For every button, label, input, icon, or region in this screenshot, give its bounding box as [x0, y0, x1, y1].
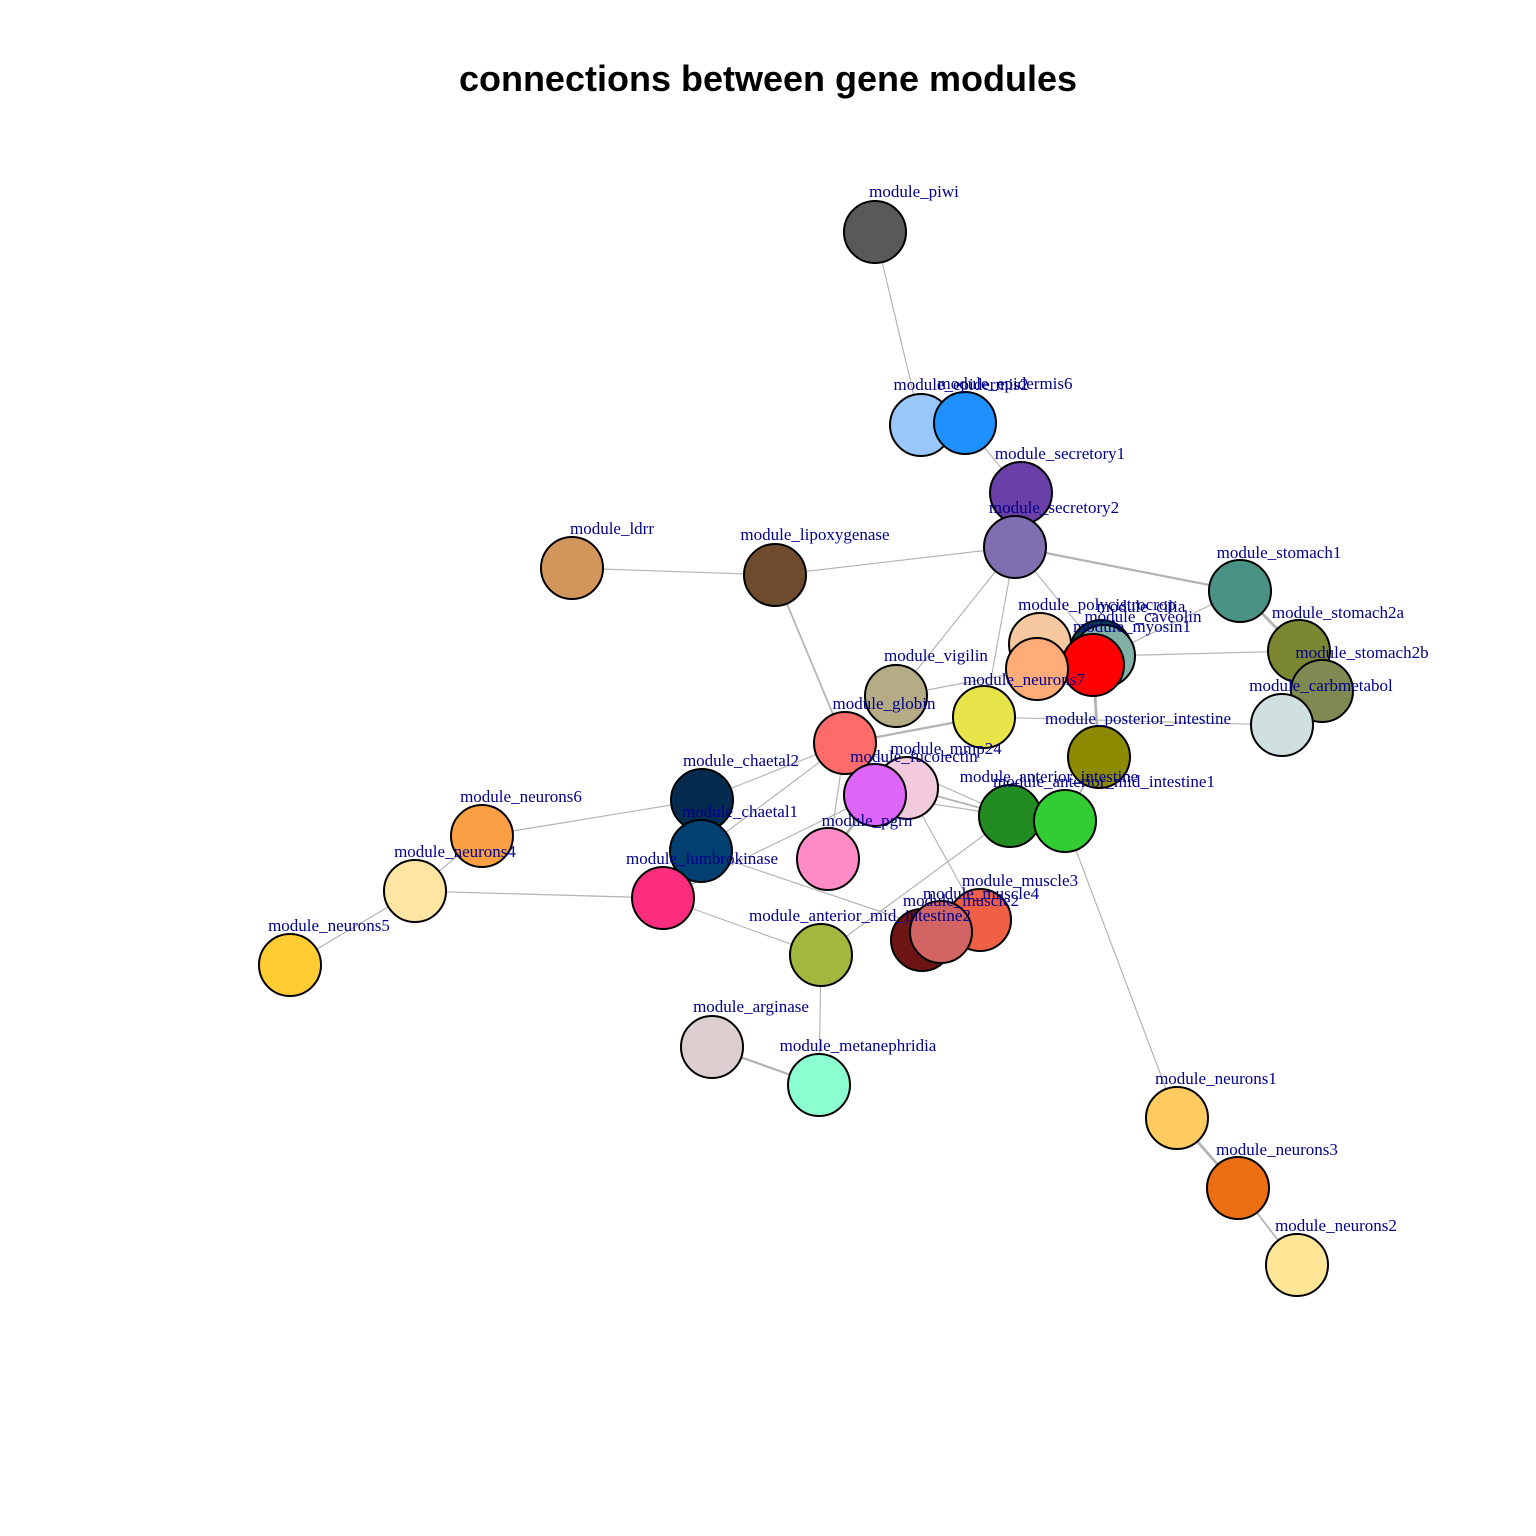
node-fucolectin[interactable]	[843, 763, 907, 827]
node-label-muscle3: module_muscle3	[962, 871, 1078, 890]
node-label-secretory2: module_secretory2	[989, 498, 1119, 517]
node-neurons5[interactable]	[258, 933, 322, 997]
node-neurons1[interactable]	[1145, 1086, 1209, 1150]
nodes-layer	[258, 200, 1354, 1297]
node-label-neurons4: module_neurons4	[394, 842, 516, 861]
node-label-stomach2a: module_stomach2a	[1272, 603, 1405, 622]
node-label-secretory1: module_secretory1	[995, 444, 1125, 463]
node-label-posterior-intestine: module_posterior_intestine	[1045, 709, 1231, 728]
node-label-caveolin: module_caveolin	[1084, 607, 1202, 626]
node-label-myosin1: module_myosin1	[1073, 617, 1191, 636]
node-label-mmp24: module_mmp24	[890, 739, 1002, 758]
node-label-lumbrokinase: module_lumbrokinase	[626, 849, 778, 868]
node-label-lipoxygenase: module_lipoxygenase	[740, 525, 889, 544]
node-label-stomach1: module_stomach1	[1217, 543, 1342, 562]
edge-neurons6-chaetal2	[481, 799, 703, 837]
node-label-ldrr: module_ldrr	[570, 519, 654, 538]
edge-anterior_mid_intestine1-neurons1	[1064, 820, 1178, 1119]
node-label-cilia: module_cilia	[1097, 597, 1186, 616]
node-label-neurons5: module_neurons5	[268, 916, 390, 935]
edge-posterior_intestine-carbmetabol	[983, 716, 1283, 726]
node-label-arginase: module_arginase	[693, 997, 809, 1016]
node-label-piwi: module_piwi	[869, 182, 959, 201]
node-label-neurons3: module_neurons3	[1216, 1140, 1338, 1159]
node-label-polycistrocrop: module_polycistrocrop	[1018, 595, 1176, 614]
node-label-neurons1: module_neurons1	[1155, 1069, 1277, 1088]
node-label-globin: module_globin	[833, 694, 936, 713]
node-anterior-intestine[interactable]	[978, 784, 1042, 848]
node-neurons2[interactable]	[1265, 1233, 1329, 1297]
node-arginase[interactable]	[680, 1015, 744, 1079]
node-neurons3[interactable]	[1206, 1156, 1270, 1220]
node-metanephridia[interactable]	[787, 1053, 851, 1117]
node-neurons6[interactable]	[450, 804, 514, 868]
node-label-neurons2: module_neurons2	[1275, 1216, 1397, 1235]
node-lumbrokinase[interactable]	[631, 866, 695, 930]
node-carbmetabol[interactable]	[1250, 693, 1314, 757]
edge-caveolin-stomach2a	[1103, 650, 1300, 657]
node-label-epidermis2: module_epidermis2	[893, 375, 1028, 394]
node-posterior-intestine[interactable]	[952, 685, 1016, 749]
node-epidermis6[interactable]	[933, 391, 997, 455]
node-lipoxygenase[interactable]	[743, 543, 807, 607]
edge-secretory2-stomach1	[1014, 545, 1241, 593]
node-label-neurons7: module_neurons7	[963, 670, 1085, 689]
node-muscle2[interactable]	[909, 900, 973, 964]
edge-lipoxygenase-secretory2	[774, 546, 1016, 576]
node-label-anterior-mid-intestine2: module_anterior_mid_intestine2	[749, 906, 971, 925]
edge-anterior_intestine-anterior_mid_intestine2	[820, 815, 1011, 956]
node-anterior-mid-intestine1[interactable]	[1033, 789, 1097, 853]
node-stomach1[interactable]	[1208, 559, 1272, 623]
node-label-muscle4: module_muscle4	[923, 884, 1040, 903]
edge-neurons4-lumbrokinase	[414, 890, 664, 899]
node-label-vigilin: module_vigilin	[884, 646, 988, 665]
node-label-anterior-intestine: module_anterior_intestine	[960, 767, 1138, 786]
labels-layer: module_piwi module_epidermis2module_epide…	[268, 182, 1428, 1235]
node-globin[interactable]	[813, 711, 877, 775]
node-chaetal1[interactable]	[669, 819, 733, 883]
node-olive-int[interactable]	[1067, 725, 1131, 789]
node-neurons7[interactable]	[1005, 637, 1069, 701]
edge-ldrr-lipoxygenase	[571, 567, 776, 576]
node-label-epidermis6: module_epidermis6	[937, 374, 1072, 393]
node-pgrn[interactable]	[796, 827, 860, 891]
node-vigilin[interactable]	[864, 664, 928, 728]
node-label-carbmetabol: module_carbmetabol	[1249, 676, 1393, 695]
node-label-chaetal1: module_chaetal1	[682, 802, 798, 821]
node-label-pgrn: module_pgrn	[822, 811, 913, 830]
node-label-fucolectin: module_fucolectin	[850, 747, 978, 766]
node-neurons4[interactable]	[383, 859, 447, 923]
node-label-neurons6: module_neurons6	[460, 787, 582, 806]
node-label-chaetal2: module_chaetal2	[683, 751, 799, 770]
node-secretory2[interactable]	[983, 515, 1047, 579]
node-label-muscle2: module_muscle2	[903, 891, 1019, 910]
node-piwi[interactable]	[843, 200, 907, 264]
chart-title: connections between gene modules	[458, 58, 1078, 99]
node-label-anterior-mid-intestine1: module_anterior_mid_intestine1	[993, 772, 1215, 791]
node-label-metanephridia: module_metanephridia	[780, 1036, 937, 1055]
node-label-stomach2b: module_stomach2b	[1295, 643, 1428, 662]
node-ldrr[interactable]	[540, 536, 604, 600]
node-anterior-mid-intestine2[interactable]	[789, 923, 853, 987]
edge-piwi-epidermis2	[874, 231, 922, 426]
